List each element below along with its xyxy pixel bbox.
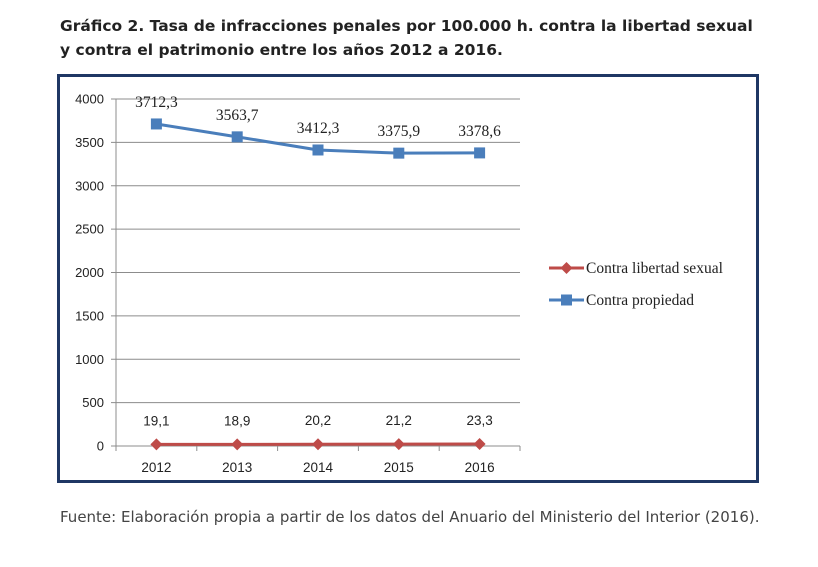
data-point	[231, 131, 243, 143]
data-point	[474, 147, 486, 159]
y-tick-label: 1000	[75, 352, 104, 367]
data-point	[312, 144, 324, 156]
y-tick-label: 0	[97, 439, 104, 454]
data-label: 3563,7	[216, 107, 259, 124]
y-axis-ticks: 0 500 1000 1500 2000 2500 3000 3500 4000	[75, 92, 116, 454]
legend-marker	[560, 262, 573, 274]
data-label: 18,9	[224, 413, 250, 428]
data-point	[473, 437, 486, 450]
data-point	[312, 438, 324, 451]
y-tick-label: 500	[82, 395, 104, 410]
data-point	[392, 438, 405, 451]
y-tick-label: 4000	[75, 92, 104, 107]
data-label: 3375,9	[377, 123, 420, 140]
data-label: 3712,3	[135, 94, 178, 111]
y-tick-label: 3500	[75, 135, 104, 150]
data-point	[150, 438, 163, 451]
data-label: 23,3	[466, 413, 492, 428]
legend-label: Contra libertad sexual	[586, 260, 723, 277]
legend-marker	[561, 294, 572, 306]
x-tick-label: 2014	[303, 460, 334, 475]
data-label: 21,2	[386, 413, 412, 428]
legend-label: Contra propiedad	[586, 292, 694, 309]
x-tick-label: 2015	[384, 460, 414, 475]
y-tick-label: 1500	[75, 308, 104, 323]
legend: Contra libertad sexual Contra propiedad	[549, 260, 723, 309]
data-label: 19,1	[143, 413, 169, 428]
source-note: Fuente: Elaboración propia a partir de l…	[60, 508, 760, 526]
y-tick-label: 2500	[75, 222, 104, 237]
data-label: 20,2	[305, 413, 331, 428]
x-axis-ticks: 2012 2013 2014 2015 2016	[115, 446, 521, 475]
data-label: 3378,6	[458, 123, 501, 140]
data-point	[393, 147, 405, 159]
x-tick-label: 2012	[141, 460, 171, 475]
data-point	[150, 118, 162, 130]
data-label: 3412,3	[297, 120, 340, 137]
series-layer	[150, 118, 486, 451]
y-tick-label: 2000	[75, 265, 104, 280]
data-labels: 19,1 18,9 20,2 21,2 23,3 3712,3 3563,7 3412,3 33…	[135, 94, 501, 428]
chart-title: Gráfico 2. Tasa de infracciones penales …	[60, 17, 753, 59]
x-tick-label: 2016	[465, 460, 495, 475]
x-tick-label: 2013	[222, 460, 252, 475]
data-point	[231, 438, 244, 451]
y-tick-label: 3000	[75, 178, 104, 193]
